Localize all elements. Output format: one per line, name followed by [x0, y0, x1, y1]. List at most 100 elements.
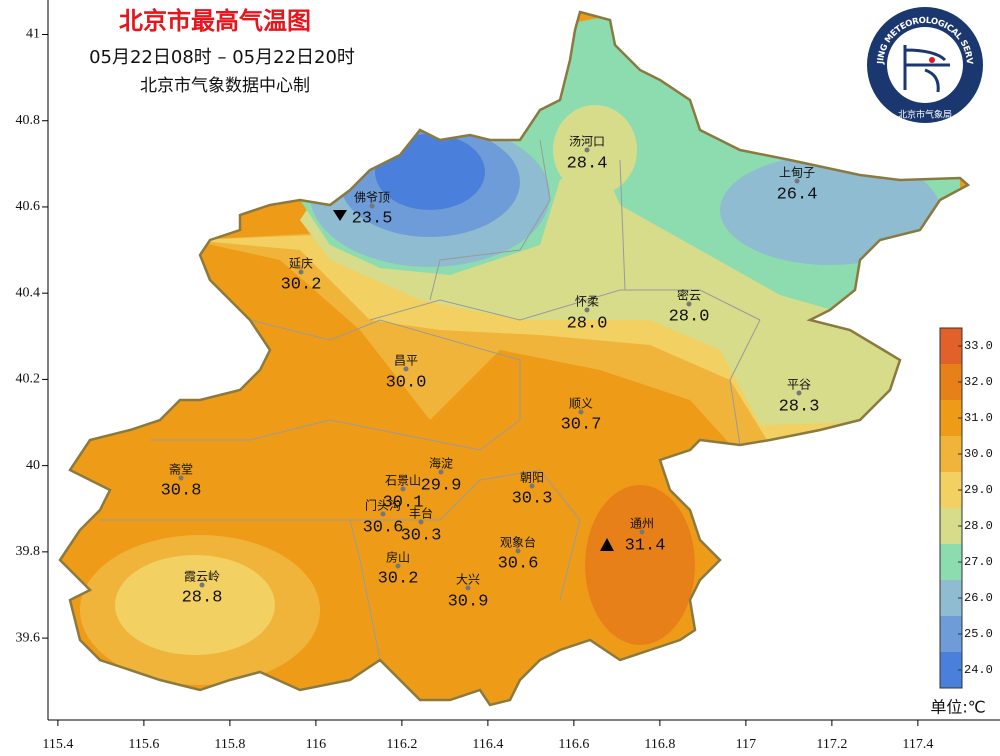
colorbar-tick-label: 29.0 [964, 483, 993, 497]
station-dot [529, 483, 535, 489]
station-value: 29.9 [421, 476, 462, 495]
station-dot [298, 269, 304, 275]
contour-fill [585, 485, 695, 645]
station-name: 昌平 [394, 354, 418, 368]
station-value: 30.7 [561, 415, 602, 434]
station-value: 28.8 [182, 588, 223, 607]
y-tick-label: 40.4 [16, 285, 41, 300]
x-tick-label: 115.8 [214, 737, 245, 752]
stations: 汤河口 28.4 上甸子 26.4 佛爷顶 23.5 延庆 30.2 怀柔 28.0 密云 28.0 昌… [161, 135, 820, 612]
station-dot [639, 529, 645, 535]
station-value: 30.3 [401, 526, 442, 545]
station-value: 30.0 [386, 373, 427, 392]
x-tick-label: 116.4 [472, 737, 503, 752]
station-name: 大兴 [456, 573, 480, 587]
colorbar-tick-label: 30.0 [964, 447, 993, 461]
station-dot [380, 511, 386, 517]
station-dot [796, 390, 802, 396]
colorbar-band [940, 400, 962, 436]
station-dot [794, 178, 800, 184]
logo-dot [929, 57, 935, 63]
title: 北京市最高气温图 [119, 7, 311, 35]
producer: 北京市气象数据中心制 [140, 76, 310, 96]
station-value: 28.4 [567, 154, 608, 173]
station-name: 房山 [386, 550, 410, 565]
station-name: 朝阳 [520, 471, 544, 485]
contour-fill [720, 155, 940, 265]
colorbar-tick-label: 25.0 [964, 627, 993, 641]
max-marker [600, 538, 614, 551]
station-value: 28.3 [779, 397, 820, 416]
x-tick-label: 116 [306, 737, 326, 752]
colorbar-band [940, 616, 962, 652]
station-name: 怀柔 [575, 295, 599, 309]
station-name: 丰台 [409, 506, 433, 521]
colorbar-tick-label: 27.0 [964, 555, 993, 569]
y-tick-label: 40.8 [16, 113, 41, 128]
unit: 单位:℃ [930, 698, 985, 717]
station-name: 密云 [677, 288, 701, 303]
x-tick-label: 117 [736, 737, 756, 752]
station-value: 23.5 [352, 209, 393, 228]
station-value: 30.2 [281, 275, 322, 294]
station-value: 30.9 [448, 592, 489, 611]
colorbar-band [940, 364, 962, 400]
colorbar-frame [939, 327, 963, 689]
station-value: 30.2 [378, 569, 419, 588]
contour-fill [553, 105, 637, 195]
station-name: 石景山 [385, 474, 421, 488]
colorbar-tick-label: 26.0 [964, 591, 993, 605]
y-tick-label: 40 [26, 458, 40, 473]
station-name: 佛爷顶 [354, 191, 390, 205]
logo-bottom-text: 北京市气象局 [898, 109, 952, 121]
station-name: 霞云岭 [184, 570, 220, 584]
station-dot [515, 548, 521, 554]
station-dot [418, 519, 424, 525]
colorbar-tick-label: 24.0 [964, 663, 993, 677]
station-value: 26.4 [777, 185, 818, 204]
colorbar-tick-label: 33.0 [964, 339, 993, 353]
station-dot [178, 475, 184, 481]
station-value: 28.0 [567, 314, 608, 333]
station-value: 30.1 [383, 493, 424, 512]
y-tick-label: 41 [26, 27, 40, 42]
station-name: 海淀 [429, 456, 453, 471]
station-name: 汤河口 [569, 135, 605, 149]
station-value: 30.6 [363, 518, 404, 537]
colorbar-band [940, 652, 962, 688]
colorbar-band [940, 544, 962, 580]
temperature-field [60, 12, 968, 705]
y-tick-label: 40.2 [16, 372, 41, 387]
y-tick-label: 39.8 [16, 544, 41, 559]
station-value: 30.8 [161, 481, 202, 500]
axis-ticks: 115.4 115.6 115.8 116 116.2 116.4 116.6 116.8 11… [16, 27, 934, 753]
station-dot [578, 409, 584, 415]
y-tick-label: 39.6 [16, 630, 41, 645]
x-tick-label: 116.6 [558, 737, 589, 752]
colorbar-tick-label: 31.0 [964, 411, 993, 425]
station-dot [584, 307, 590, 313]
contour-fill [115, 555, 275, 655]
contour-fill [375, 134, 485, 210]
min-marker [333, 210, 347, 221]
colorbar-band [940, 328, 962, 364]
station-value: 28.0 [669, 307, 710, 326]
x-tick-label: 116.2 [386, 737, 417, 752]
station-name: 延庆 [289, 257, 313, 271]
y-tick-label: 40.6 [16, 199, 41, 214]
station-dot [465, 585, 471, 591]
colorbar-band [940, 508, 962, 544]
x-tick-label: 117.4 [902, 737, 933, 752]
x-tick-label: 117.2 [816, 737, 847, 752]
station-name: 通州 [630, 517, 654, 531]
station-name: 门头沟 [365, 498, 401, 513]
station-name: 观象台 [500, 535, 536, 550]
district-borders [100, 139, 761, 661]
colorbar-tick-label: 32.0 [964, 375, 993, 389]
station-dot [395, 563, 401, 569]
station-dot [584, 147, 590, 153]
x-tick-label: 115.4 [42, 737, 73, 752]
colorbar-tick-label: 28.0 [964, 519, 993, 533]
station-name: 斋堂 [169, 462, 193, 477]
